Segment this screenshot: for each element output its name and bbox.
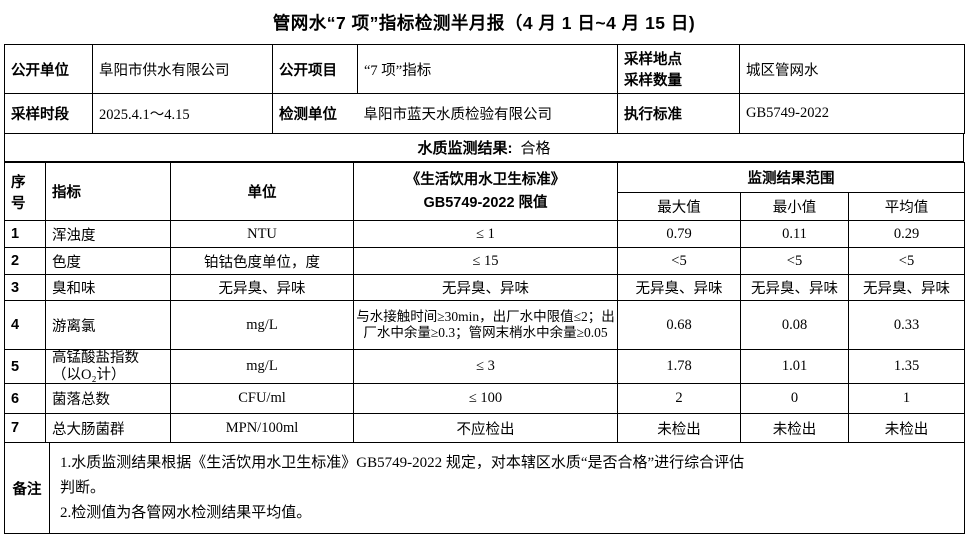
table-row-free-chlorine: 4 游离氯 mg/L 与水接触时间≥30min，出厂水中限值≤2；出厂水中余量≥…	[4, 300, 966, 350]
col-header-unit: 单位	[170, 162, 354, 221]
standard-value: GB5749-2022	[739, 93, 965, 134]
col-header-range: 监测结果范围	[616, 162, 966, 193]
row-avg: <5	[847, 247, 966, 275]
row-avg: 1.35	[847, 348, 966, 385]
table-row-colony-count: 6 菌落总数 CFU/ml ≤ 100 2 0 1	[4, 383, 966, 415]
row-indicator: 游离氯	[45, 300, 171, 350]
standard-label: 执行标准	[617, 93, 740, 134]
row-seq: 3	[4, 274, 46, 301]
row-max: 无异臭、异味	[617, 274, 741, 301]
publish-unit-value: 阜阳市供水有限公司	[92, 44, 273, 94]
table-row-color: 2 色度 铂钴色度单位，度 ≤ 15 <5 <5 <5	[4, 247, 966, 275]
col-header-limit: 《生活饮用水卫生标准》 GB5749-2022 限值	[353, 162, 618, 221]
row-seq: 4	[4, 300, 46, 350]
row-limit: ≤ 3	[353, 348, 618, 385]
row-max: 2	[617, 383, 741, 415]
col-header-max: 最大值	[617, 192, 741, 221]
testing-unit-value: 阜阳市蓝天水质检验有限公司	[357, 93, 618, 134]
row-max: 0.79	[617, 220, 741, 248]
row-max: 未检出	[617, 413, 741, 444]
sampling-period-value: 2025.4.1～4.15	[92, 93, 273, 134]
row-min: 未检出	[740, 413, 849, 444]
row-limit: ≤ 15	[353, 247, 618, 275]
table-row-coliform: 7 总大肠菌群 MPN/100ml 不应检出 未检出 未检出 未检出	[4, 413, 966, 444]
publish-unit-label: 公开单位	[4, 44, 93, 94]
publish-project-value: “7 项”指标	[357, 44, 618, 94]
row-seq: 6	[4, 383, 46, 415]
table-row-odor: 3 臭和味 无异臭、异味 无异臭、异味 无异臭、异味 无异臭、异味 无异臭、异味	[4, 274, 966, 301]
row-unit: CFU/ml	[170, 383, 354, 415]
col-header-avg: 平均值	[847, 192, 966, 221]
row-min: 无异臭、异味	[740, 274, 849, 301]
row-unit: mg/L	[170, 348, 354, 385]
header-row-top: 序号 指标 单位 《生活饮用水卫生标准》 GB5749-2022 限值 监测结果…	[4, 162, 966, 221]
row-avg: 0.33	[847, 300, 966, 350]
result-value: 合格	[520, 141, 551, 157]
sampling-site-count-label: 采样地点 采样数量	[617, 44, 740, 94]
table-row-permanganate: 5 高锰酸盐指数 （以O₂计） mg/L ≤ 3 1.78 1.01 1.35	[4, 348, 966, 385]
col-header-seq: 序号	[4, 162, 46, 221]
row-indicator: 总大肠菌群	[45, 413, 171, 444]
row-min: 0.11	[740, 220, 849, 248]
row-seq: 1	[4, 220, 46, 248]
remarks-content: 1.水质监测结果根据《生活饮用水卫生标准》GB5749-2022 规定，对本辖区…	[49, 442, 965, 534]
row-avg: 1	[847, 383, 966, 415]
row-indicator: 色度	[45, 247, 171, 275]
sampling-site-value: 城区管网水	[739, 44, 965, 94]
data-table: 序号 指标 单位 《生活饮用水卫生标准》 GB5749-2022 限值 监测结果…	[4, 162, 966, 444]
col-header-indicator: 指标	[45, 162, 171, 221]
col-header-min: 最小值	[740, 192, 849, 221]
row-unit: 无异臭、异味	[170, 274, 354, 301]
row-avg: 未检出	[847, 413, 966, 444]
info-row-2: 采样时段 2025.4.1～4.15 检测单位 阜阳市蓝天水质检验有限公司 执行…	[4, 93, 965, 134]
row-limit: 不应检出	[353, 413, 618, 444]
page-title: 管网水“7 项”指标检测半月报（4 月 1 日~4 月 15 日)	[272, 12, 696, 33]
row-max: 0.68	[617, 300, 741, 350]
row-seq: 5	[4, 348, 46, 385]
sampling-period-label: 采样时段	[4, 93, 93, 134]
row-limit: ≤ 100	[353, 383, 618, 415]
remarks-row: 备注 1.水质监测结果根据《生活饮用水卫生标准》GB5749-2022 规定，对…	[4, 442, 965, 534]
publish-project-label: 公开项目	[272, 44, 358, 94]
row-limit: 与水接触时间≥30min，出厂水中限值≤2；出厂水中余量≥0.3；管网末梢水中余…	[353, 300, 618, 350]
info-row-1: 公开单位 阜阳市供水有限公司 公开项目 “7 项”指标 采样地点 采样数量 城区…	[4, 44, 965, 94]
row-indicator: 浑浊度	[45, 220, 171, 248]
result-label: 水质监测结果:	[417, 140, 513, 157]
row-max: <5	[617, 247, 741, 275]
row-unit: NTU	[170, 220, 354, 248]
result-banner: 水质监测结果: 合格	[4, 133, 964, 162]
header-row-sub: 最大值 最小值 平均值	[5, 192, 966, 221]
row-indicator: 臭和味	[45, 274, 171, 301]
testing-unit-label: 检测单位	[272, 93, 358, 134]
row-min: <5	[740, 247, 849, 275]
row-min: 0.08	[740, 300, 849, 350]
info-table: 公开单位 阜阳市供水有限公司 公开项目 “7 项”指标 采样地点 采样数量 城区…	[4, 44, 965, 134]
table-row-turbidity: 1 浑浊度 NTU ≤ 1 0.79 0.11 0.29	[4, 220, 966, 248]
row-indicator: 高锰酸盐指数 （以O₂计）	[45, 348, 171, 385]
row-avg: 无异臭、异味	[847, 274, 966, 301]
row-min: 0	[740, 383, 849, 415]
remarks-table: 备注 1.水质监测结果根据《生活饮用水卫生标准》GB5749-2022 规定，对…	[4, 442, 965, 534]
row-min: 1.01	[740, 348, 849, 385]
remarks-label: 备注	[4, 442, 50, 534]
row-limit: 无异臭、异味	[353, 274, 618, 301]
row-indicator: 菌落总数	[45, 383, 171, 415]
row-seq: 7	[4, 413, 46, 444]
row-unit: mg/L	[170, 300, 354, 350]
limit-header-line2: GB5749-2022 限值	[423, 194, 548, 211]
row-max: 1.78	[617, 348, 741, 385]
report-sheet: 管网水“7 项”指标检测半月报（4 月 1 日~4 月 15 日) 公开单位 阜…	[4, 0, 966, 534]
row-unit: 铂钴色度单位，度	[170, 247, 354, 275]
limit-header-line1: 《生活饮用水卫生标准》	[405, 172, 566, 189]
row-limit: ≤ 1	[353, 220, 618, 248]
row-seq: 2	[4, 247, 46, 275]
row-unit: MPN/100ml	[170, 413, 354, 444]
row-avg: 0.29	[847, 220, 966, 248]
